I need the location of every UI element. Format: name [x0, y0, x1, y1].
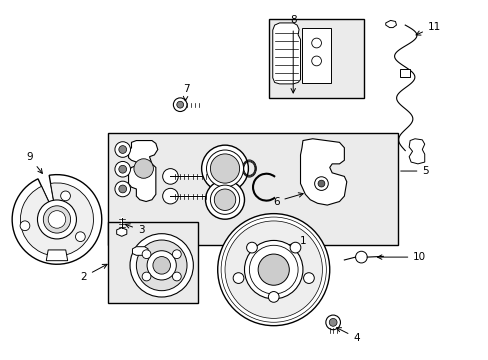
Circle shape: [328, 319, 336, 326]
Polygon shape: [46, 250, 67, 261]
Polygon shape: [128, 140, 158, 202]
Circle shape: [311, 56, 321, 66]
Circle shape: [75, 232, 85, 242]
Text: 7: 7: [183, 84, 189, 101]
Circle shape: [20, 221, 30, 231]
Circle shape: [244, 240, 303, 299]
Circle shape: [217, 213, 329, 326]
Polygon shape: [272, 23, 300, 84]
Text: 11: 11: [415, 22, 440, 35]
Circle shape: [130, 234, 193, 297]
Circle shape: [142, 272, 151, 281]
Text: 10: 10: [377, 252, 426, 262]
Text: 3: 3: [125, 224, 144, 235]
Circle shape: [289, 242, 300, 253]
Circle shape: [48, 211, 65, 228]
Circle shape: [163, 188, 178, 204]
Circle shape: [325, 315, 340, 330]
Bar: [302, 28, 330, 83]
Circle shape: [233, 273, 244, 283]
Bar: [268, 19, 363, 98]
Circle shape: [43, 206, 70, 233]
Circle shape: [355, 251, 366, 263]
Text: 8: 8: [289, 15, 296, 93]
Text: 9: 9: [26, 152, 42, 174]
Circle shape: [311, 38, 321, 48]
Circle shape: [136, 240, 186, 291]
Circle shape: [115, 161, 130, 177]
Circle shape: [38, 200, 76, 239]
Circle shape: [205, 180, 244, 219]
Text: 4: 4: [336, 328, 359, 343]
Circle shape: [147, 251, 176, 280]
Circle shape: [177, 101, 183, 108]
Circle shape: [214, 189, 235, 211]
Text: 2: 2: [80, 264, 107, 282]
Bar: [108, 134, 397, 244]
Circle shape: [153, 257, 170, 274]
Circle shape: [142, 250, 151, 258]
Circle shape: [172, 250, 181, 258]
Bar: [400, 69, 409, 77]
Circle shape: [163, 168, 178, 184]
Circle shape: [210, 154, 239, 183]
Circle shape: [119, 185, 126, 193]
Circle shape: [134, 159, 153, 178]
Circle shape: [201, 145, 248, 192]
Circle shape: [210, 185, 239, 214]
Text: 5: 5: [400, 166, 428, 176]
Circle shape: [119, 165, 126, 173]
Circle shape: [206, 150, 243, 187]
Wedge shape: [12, 175, 102, 264]
Circle shape: [303, 273, 314, 283]
Circle shape: [172, 272, 181, 281]
Circle shape: [119, 146, 126, 153]
Bar: [108, 222, 198, 303]
Circle shape: [61, 191, 70, 201]
Circle shape: [173, 98, 186, 112]
Circle shape: [317, 180, 324, 187]
Polygon shape: [300, 139, 346, 205]
Circle shape: [246, 242, 257, 253]
Circle shape: [249, 245, 298, 294]
Circle shape: [268, 292, 279, 302]
Wedge shape: [20, 183, 93, 256]
Polygon shape: [132, 247, 148, 255]
Polygon shape: [408, 139, 424, 164]
Circle shape: [258, 254, 289, 285]
Circle shape: [115, 181, 130, 197]
Polygon shape: [117, 228, 126, 236]
Text: 6: 6: [272, 193, 303, 207]
Circle shape: [314, 177, 327, 190]
Polygon shape: [385, 21, 396, 28]
Circle shape: [115, 142, 130, 157]
Text: 1: 1: [267, 236, 305, 252]
Circle shape: [224, 221, 322, 318]
